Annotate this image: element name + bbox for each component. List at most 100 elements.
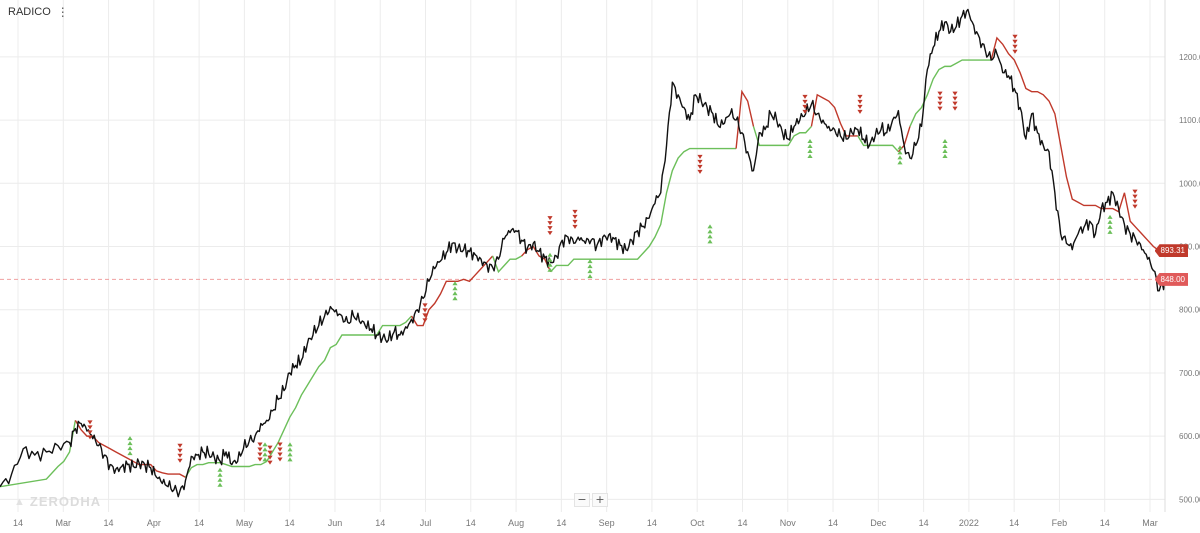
x-tick-label: 14 — [13, 518, 23, 528]
buy-signal-marker — [587, 269, 593, 274]
buy-signal-marker — [942, 144, 948, 149]
sell-signal-marker — [802, 99, 808, 104]
y-tick-label: 800.00 — [1179, 306, 1200, 315]
sell-signal-marker — [422, 308, 428, 313]
sell-signal-marker — [937, 101, 943, 106]
sell-signal-marker — [257, 447, 263, 452]
buy-signal-marker — [547, 257, 553, 262]
x-tick-label: Mar — [1142, 518, 1158, 528]
buy-signal-marker — [547, 262, 553, 267]
buy-signal-marker — [452, 291, 458, 296]
buy-signal-marker — [262, 452, 268, 457]
x-tick-label: Feb — [1052, 518, 1068, 528]
sell-signal-marker — [572, 209, 578, 214]
buy-signal-marker — [1107, 224, 1113, 229]
sell-signal-marker — [937, 91, 943, 96]
x-tick-label: Nov — [780, 518, 797, 528]
buy-signal-marker — [897, 160, 903, 165]
buy-signal-marker — [127, 441, 133, 446]
x-tick-label: May — [236, 518, 254, 528]
buy-signal-marker — [707, 229, 713, 234]
x-tick-label: 2022 — [959, 518, 979, 528]
buy-signal-marker — [217, 477, 223, 482]
x-tick-label: 14 — [375, 518, 385, 528]
y-tick-label: 900.00 — [1179, 243, 1200, 252]
buy-signal-marker — [707, 224, 713, 229]
y-tick-label: 500.00 — [1179, 495, 1200, 504]
sell-signal-marker — [802, 104, 808, 109]
sell-signal-marker — [802, 94, 808, 99]
vertical-dots-icon[interactable]: ⋮ — [56, 5, 69, 19]
sell-signal-marker — [87, 435, 93, 440]
x-tick-label: 14 — [556, 518, 566, 528]
stop-level-tag: 893.31 — [1154, 244, 1188, 258]
x-tick-label: Oct — [690, 518, 705, 528]
sell-signal-marker — [952, 106, 958, 111]
y-tick-label: 600.00 — [1179, 432, 1200, 441]
sell-signal-marker — [697, 154, 703, 159]
trailing-stop-line — [735, 89, 755, 149]
sell-signal-marker — [257, 452, 263, 457]
sell-signal-marker — [1012, 34, 1018, 39]
stop-level-label: 893.31 — [1160, 246, 1185, 256]
sell-signal-marker — [267, 450, 273, 455]
buy-signal-marker — [547, 252, 553, 257]
buy-signal-marker — [127, 446, 133, 451]
sell-signal-marker — [572, 224, 578, 229]
buy-signal-marker — [262, 457, 268, 462]
buy-signal-marker — [217, 482, 223, 487]
sell-signal-marker — [547, 226, 553, 231]
kite-logo-icon: ▲ — [14, 495, 26, 508]
trailing-stop-line — [752, 125, 812, 147]
sell-signal-marker — [177, 448, 183, 453]
sell-signal-marker — [422, 313, 428, 318]
buy-signal-marker — [262, 442, 268, 447]
sell-signal-marker — [177, 453, 183, 458]
buy-signal-marker — [287, 452, 293, 457]
sell-signal-marker — [937, 96, 943, 101]
sell-signal-marker — [257, 442, 263, 447]
trailing-stop-line — [492, 255, 522, 274]
buy-signal-marker — [707, 234, 713, 239]
trailing-stop-line — [990, 36, 1165, 252]
buy-signal-marker — [452, 286, 458, 291]
zoom-controls: − + — [574, 493, 608, 507]
buy-signal-marker — [807, 144, 813, 149]
buy-signal-marker — [452, 281, 458, 286]
sell-signal-marker — [422, 303, 428, 308]
x-tick-label: 14 — [1100, 518, 1110, 528]
sell-signal-marker — [857, 104, 863, 109]
buy-signal-marker — [287, 442, 293, 447]
sell-signal-marker — [277, 447, 283, 452]
sell-signal-marker — [697, 169, 703, 174]
buy-signal-marker — [587, 274, 593, 279]
sell-signal-marker — [1132, 204, 1138, 209]
buy-signal-marker — [897, 155, 903, 160]
buy-signal-marker — [587, 259, 593, 264]
zoom-in-button[interactable]: + — [592, 493, 608, 507]
sell-signal-marker — [547, 231, 553, 236]
sell-signal-marker — [277, 457, 283, 462]
sell-signal-marker — [1132, 199, 1138, 204]
buy-signal-marker — [807, 149, 813, 154]
broker-watermark: ▲ ZERODHA — [14, 494, 101, 509]
buy-signal-marker — [807, 154, 813, 159]
sell-signal-marker — [572, 219, 578, 224]
buy-signal-marker — [897, 150, 903, 155]
sell-signal-marker — [952, 101, 958, 106]
sell-signal-marker — [857, 99, 863, 104]
buy-signal-marker — [1107, 219, 1113, 224]
zoom-out-button[interactable]: − — [574, 493, 590, 507]
trailing-stop-line — [184, 315, 413, 478]
sell-signal-marker — [87, 425, 93, 430]
chart-header: RADICO ⋮ — [8, 6, 69, 18]
x-tick-label: Apr — [147, 518, 161, 528]
x-tick-label: Jul — [420, 518, 432, 528]
sell-signal-marker — [697, 164, 703, 169]
y-tick-label: 1000.00 — [1179, 179, 1200, 188]
trailing-stop-line — [857, 135, 899, 153]
x-tick-label: Jun — [328, 518, 343, 528]
sell-signal-marker — [1012, 44, 1018, 49]
sell-signal-marker — [1012, 39, 1018, 44]
